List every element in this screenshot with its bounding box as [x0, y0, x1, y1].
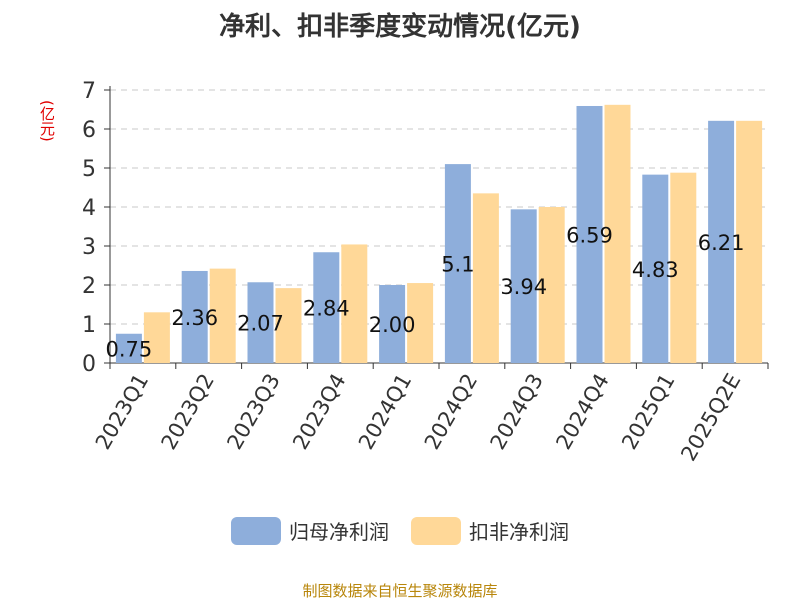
data-label: 0.75: [106, 337, 153, 361]
data-label: 6.21: [698, 231, 745, 255]
x-tick-label: 2024Q1: [354, 370, 416, 454]
bar-deducted-profit: [538, 207, 565, 363]
bar-deducted-profit: [209, 268, 236, 363]
x-tick-label: 2024Q2: [420, 370, 482, 454]
bar-net-profit: [313, 252, 340, 363]
data-label: 6.59: [566, 223, 613, 247]
data-label: 2.07: [237, 312, 284, 336]
x-tick-label: 2023Q3: [222, 370, 284, 454]
bar-net-profit: [576, 105, 603, 364]
y-tick-label: 0: [82, 352, 96, 377]
bar-deducted-profit: [604, 104, 631, 363]
legend: 归母净利润 扣非净利润: [0, 516, 800, 545]
bar-net-profit: [247, 282, 274, 363]
x-tick-label: 2023Q4: [288, 370, 350, 454]
bar-deducted-profit: [341, 244, 368, 363]
legend-swatch-net-profit: [231, 516, 281, 545]
bar-deducted-profit: [143, 312, 170, 363]
bar-net-profit: [115, 333, 142, 363]
data-label: 2.84: [303, 297, 350, 321]
data-label: 2.36: [171, 306, 218, 330]
bar-net-profit: [642, 174, 669, 363]
legend-item-deducted-profit[interactable]: 扣非净利润: [411, 516, 569, 545]
bar-net-profit: [708, 120, 735, 363]
bar-net-profit: [510, 209, 537, 363]
x-tick-label: 2023Q2: [157, 370, 219, 454]
data-label: 2.00: [369, 313, 416, 337]
y-axis-unit: (亿元): [38, 100, 56, 142]
legend-swatch-deducted-profit: [411, 516, 461, 545]
bar-deducted-profit: [407, 283, 434, 363]
x-tick-label: 2024Q4: [551, 370, 613, 454]
y-tick-label: 3: [82, 235, 96, 260]
bar-deducted-profit: [736, 120, 763, 363]
legend-label-net-profit: 归母净利润: [289, 520, 389, 544]
y-tick-label: 5: [82, 157, 96, 182]
bar-deducted-profit: [275, 288, 302, 363]
x-tick-label: 2024Q3: [486, 370, 548, 454]
x-tick-label: 2025Q1: [617, 370, 679, 454]
legend-label-deducted-profit: 扣非净利润: [469, 520, 569, 544]
bar-net-profit: [444, 164, 471, 363]
y-tick-label: 2: [82, 274, 96, 299]
data-source-note: 制图数据来自恒生聚源数据库: [302, 582, 498, 600]
y-tick-label: 7: [82, 79, 96, 104]
x-tick-label: 2025Q2E: [676, 370, 745, 466]
bar-net-profit: [181, 270, 208, 363]
bar-deducted-profit: [472, 193, 499, 363]
y-tick-label: 1: [82, 313, 96, 338]
bar-net-profit: [379, 285, 406, 363]
chart-title: 净利、扣非季度变动情况(亿元): [219, 12, 581, 42]
y-tick-label: 4: [82, 196, 96, 221]
legend-item-net-profit[interactable]: 归母净利润: [231, 516, 389, 545]
y-tick-label: 6: [82, 118, 96, 143]
bar-deducted-profit: [670, 172, 697, 363]
data-label: 3.94: [500, 275, 547, 299]
data-label: 5.1: [441, 253, 474, 277]
data-label: 4.83: [632, 258, 679, 282]
x-tick-label: 2023Q1: [91, 370, 153, 454]
